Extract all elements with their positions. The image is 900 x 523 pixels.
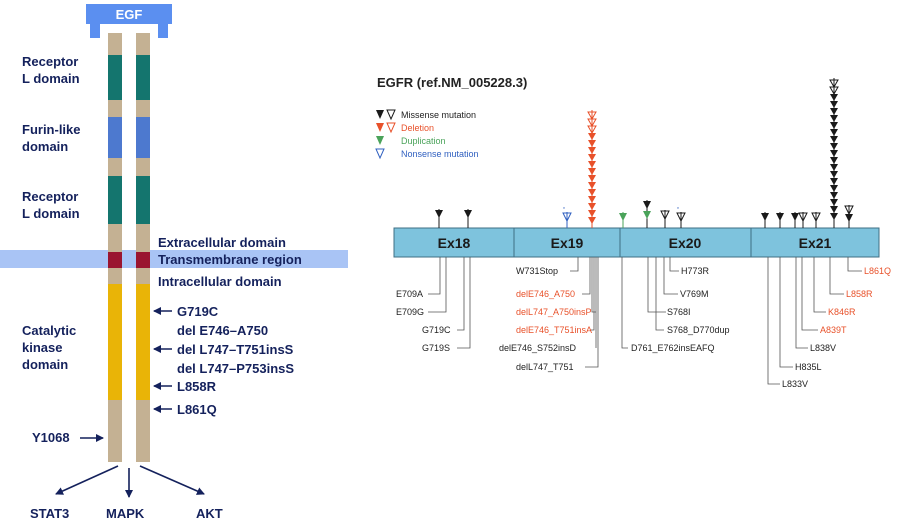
egf-box xyxy=(86,4,172,24)
legend: Missense mutation Deletion Duplication N… xyxy=(375,109,479,160)
legend-nonsense-label: Nonsense mutation xyxy=(401,149,479,159)
egf-ligand: EGF xyxy=(86,4,172,38)
exon-20-label: Ex20 xyxy=(669,235,702,251)
l861q-label: L861Q xyxy=(177,402,217,417)
receptor-strand-right xyxy=(136,33,150,462)
variant-l858r: L858R xyxy=(846,289,873,299)
akt-arrow xyxy=(139,465,205,495)
nonsense-marker xyxy=(562,212,572,223)
receptor-l-domain-2-label: Receptor L domain xyxy=(22,189,82,221)
variant-l838v: L838V xyxy=(810,343,836,353)
variant-dele746-s752insd: delE746_S752insD xyxy=(499,343,577,353)
transmembrane-region-label: Transmembrane region xyxy=(158,252,302,267)
legend-missense-label: Missense mutation xyxy=(401,110,476,120)
variant-h835l: H835L xyxy=(795,362,822,372)
missense-marker xyxy=(464,210,472,218)
variant-labels: E709A E709G G719C G719S W731Stop delE746… xyxy=(396,266,891,389)
exon-19-label: Ex19 xyxy=(551,235,584,251)
variant-s768i: S768I xyxy=(667,307,691,317)
exon-18-label: Ex18 xyxy=(438,235,471,251)
stat3-arrow xyxy=(55,465,119,495)
del-l747-t751inss-label: del L747–T751insS xyxy=(177,342,294,357)
y1068-label: Y1068 xyxy=(32,430,70,445)
svg-text:*: * xyxy=(677,207,679,213)
variant-w731stop: W731Stop xyxy=(516,266,558,276)
egfr-domain-schematic: EGF xyxy=(0,4,348,521)
variant-v769m: V769M xyxy=(680,289,709,299)
stat3-label: STAT3 xyxy=(30,506,69,521)
callout-lines xyxy=(428,257,862,385)
mutation-markers: * xyxy=(435,78,854,228)
membrane-band xyxy=(0,250,348,268)
variant-k846r: K846R xyxy=(828,307,856,317)
akt-label: AKT xyxy=(196,506,223,521)
variant-dele746-a750: delE746_A750 xyxy=(516,289,575,299)
egfr-mutation-map: EGFR (ref.NM_005228.3) Missense mutation… xyxy=(375,75,891,389)
exon-21-label: Ex21 xyxy=(799,235,832,251)
mapk-label: MAPK xyxy=(106,506,145,521)
missense-marker xyxy=(435,210,443,218)
variant-d761-e762inseafq: D761_E762insEAFQ xyxy=(631,343,715,353)
variant-dell747-a750insp: delL747_A750insP xyxy=(516,307,592,317)
variant-e709a: E709A xyxy=(396,289,423,299)
variant-g719s: G719S xyxy=(422,343,450,353)
variant-h773r: H773R xyxy=(681,266,710,276)
variant-a839t: A839T xyxy=(820,325,847,335)
deletion-stack xyxy=(587,111,597,224)
del-l747-p753inss-label: del L747–P753insS xyxy=(177,361,294,376)
furin-like-domain-label: Furin-like domain xyxy=(22,122,84,154)
variant-g719c: G719C xyxy=(422,325,451,335)
g719c-label: G719C xyxy=(177,304,219,319)
variant-l861q: L861Q xyxy=(864,266,891,276)
variant-dele746-t751insa: delE746_T751insA xyxy=(516,325,592,335)
del-e746-a750-label: del E746–A750 xyxy=(177,323,268,338)
variant-dell747-t751: delL747_T751 xyxy=(516,362,574,372)
missense-open-icon xyxy=(386,109,396,121)
variant-s768-d770dup: S768_D770dup xyxy=(667,325,730,335)
nonsense-icon xyxy=(375,148,385,160)
missense-filled-icon xyxy=(376,110,384,119)
receptor-strand-left xyxy=(108,33,122,462)
receptor-l-domain-1-label: Receptor L domain xyxy=(22,54,82,86)
svg-text:*: * xyxy=(563,207,565,213)
duplication-icon xyxy=(376,136,384,145)
legend-deletion-label: Deletion xyxy=(401,123,434,133)
l858r-label: L858R xyxy=(177,379,217,394)
intracellular-domain-label: Intracellular domain xyxy=(158,274,282,289)
legend-duplication-label: Duplication xyxy=(401,136,446,146)
catalytic-kinase-domain-label: Catalytic kinase domain xyxy=(22,323,80,372)
extracellular-domain-label: Extracellular domain xyxy=(158,235,286,250)
deletion-open-icon xyxy=(386,122,396,134)
variant-l833v: L833V xyxy=(782,379,808,389)
exon-bar: Ex18 Ex19 Ex20 Ex21 xyxy=(393,227,880,258)
missense-stack-l858r xyxy=(829,79,839,220)
egf-label: EGF xyxy=(116,7,143,22)
variant-e709g: E709G xyxy=(396,307,424,317)
duplication-marker xyxy=(619,213,627,221)
egfr-title: EGFR (ref.NM_005228.3) xyxy=(377,75,527,90)
deletion-filled-icon xyxy=(376,123,384,132)
